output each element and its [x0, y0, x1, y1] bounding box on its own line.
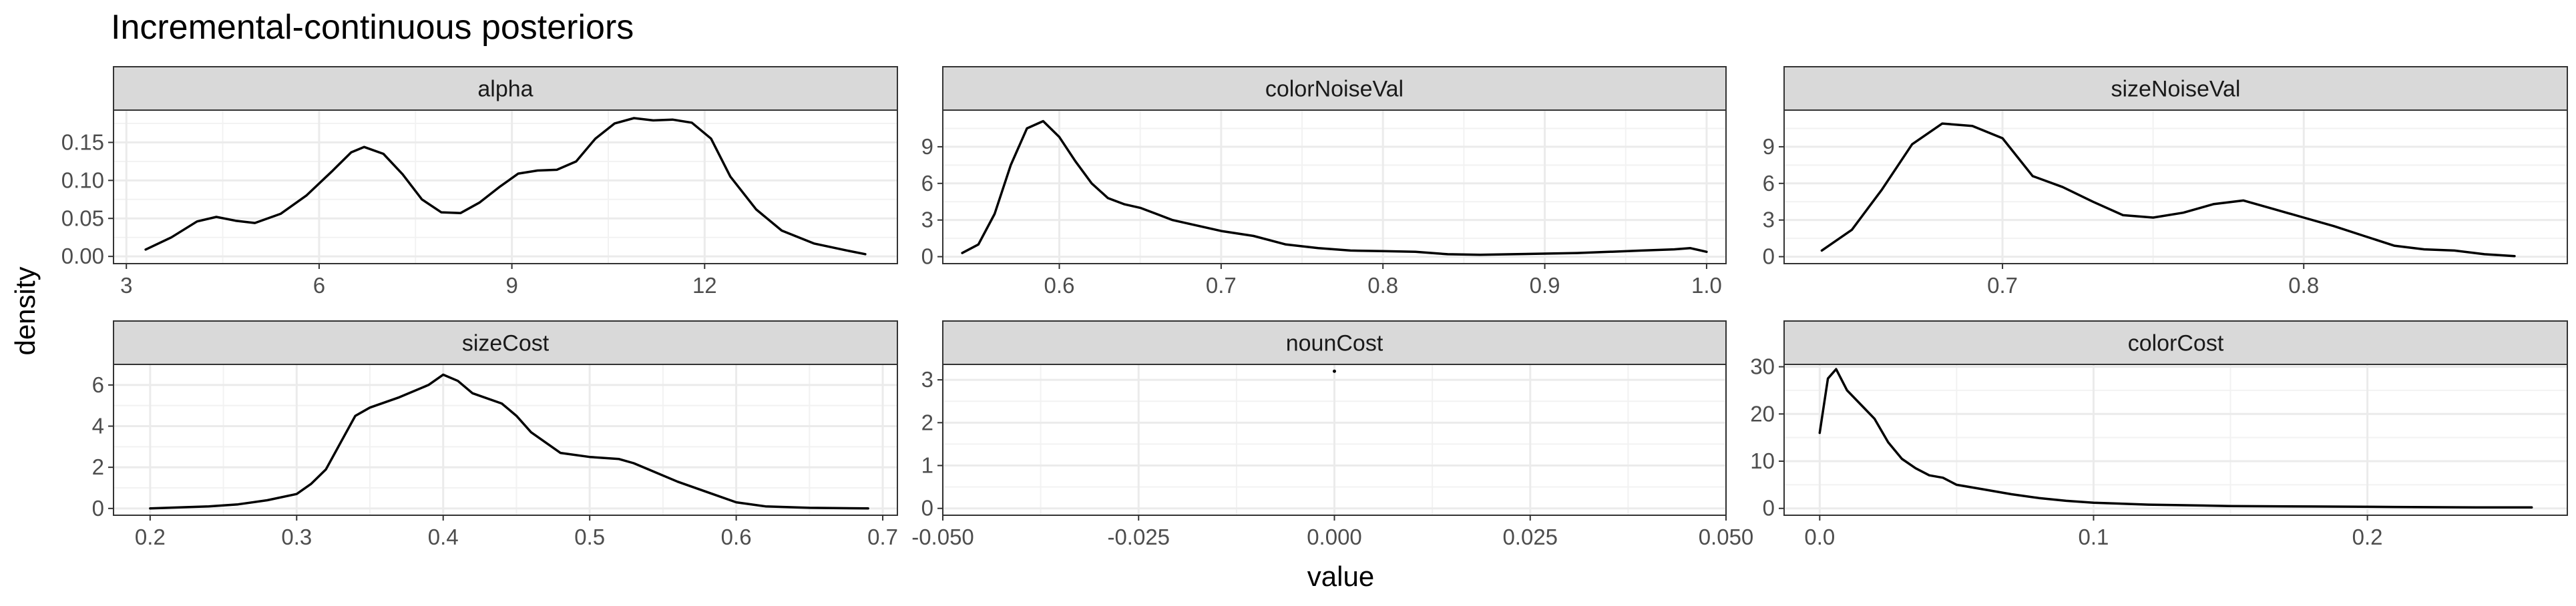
x-tick-label: 0.8	[2288, 273, 2319, 298]
panel-border	[1783, 364, 2568, 516]
y-tick-label: 0	[1763, 244, 1775, 269]
y-tick-label: 3	[1763, 208, 1775, 232]
y-tick-label: 20	[1750, 401, 1775, 426]
x-tick-label: 1.0	[1691, 273, 1722, 298]
y-tick-label: 2	[921, 410, 933, 434]
x-tick-label: 0.6	[721, 525, 752, 549]
panel-background	[1784, 364, 2567, 515]
density-line	[149, 373, 869, 510]
chart-title: Incremental-continuous posteriors	[111, 8, 634, 47]
facet-strip	[113, 66, 898, 111]
panel-background	[114, 364, 897, 515]
facet-strip-label: colorNoiseVal	[1265, 77, 1404, 102]
y-tick-label: 9	[921, 134, 933, 159]
x-tick-label: 0.7	[1987, 273, 2018, 298]
y-tick-label: 0	[1763, 496, 1775, 521]
x-tick-label: -0.025	[1107, 525, 1170, 549]
x-tick-label: 0.5	[574, 525, 605, 549]
y-tick-label: 6	[1763, 171, 1775, 196]
y-tick-label: 3	[921, 367, 933, 392]
x-tick-label: 0.000	[1307, 525, 1362, 549]
x-tick-label: -0.050	[911, 525, 974, 549]
x-tick-label: 0.9	[1530, 273, 1560, 298]
y-tick-label: 6	[92, 372, 104, 397]
y-tick-label: 4	[92, 413, 104, 438]
facet-strip-label: sizeNoiseVal	[2111, 77, 2240, 102]
x-tick-label: 0.8	[1367, 273, 1398, 298]
x-tick-label: 0.1	[2079, 525, 2109, 549]
y-axis-title: density	[9, 266, 41, 355]
facet-strip	[113, 320, 898, 365]
y-tick-label: 10	[1750, 448, 1775, 473]
x-tick-label: 0.7	[867, 525, 898, 549]
panel-background	[1784, 110, 2567, 264]
x-tick-label: 0.2	[2352, 525, 2383, 549]
density-point	[1333, 369, 1336, 373]
x-tick-label: 0.025	[1502, 525, 1558, 549]
y-tick-label: 6	[921, 171, 933, 196]
density-line	[961, 119, 1708, 256]
facet-strip-label: colorCost	[2128, 331, 2224, 356]
facet-strip	[942, 66, 1727, 111]
facet-panel-sizeNoiseVal: sizeNoiseVal 0.7 0.8 0 3 6 9	[1763, 66, 2568, 298]
y-tick-label: 0.00	[61, 244, 104, 268]
facet-panel-colorCost: colorCost 0.0 0.1 0.2 0 10 20 30	[1750, 320, 2568, 549]
x-tick-label: 0.0	[1804, 525, 1835, 549]
y-tick-label: 0	[92, 496, 104, 521]
x-tick-label: 0.7	[1206, 273, 1237, 298]
facet-strip	[942, 320, 1727, 365]
x-tick-label: 0.4	[428, 525, 459, 549]
x-tick-label: 0.6	[1044, 273, 1075, 298]
panel-border	[113, 109, 898, 264]
x-tick-label: 3	[120, 273, 132, 298]
density-line	[1818, 368, 2533, 509]
facet-panel-nounCost: nounCost -0.050 -0.025 0.000 0.025 0.050 0 1 2 3	[911, 320, 1754, 549]
y-tick-label: 0	[921, 244, 933, 269]
y-tick-label: 2	[92, 454, 104, 479]
x-tick-label: 6	[313, 273, 325, 298]
facet-strip	[1783, 66, 2568, 111]
density-line	[1820, 122, 2516, 258]
x-tick-label: 0.2	[135, 525, 166, 549]
facet-panel-sizeCost: sizeCost 0.2 0.3 0.4 0.5 0.6 0.7 0 2 4 6	[92, 320, 898, 549]
y-tick-label: 0	[921, 496, 933, 521]
facet-panel-alpha: alpha 3 6 9 12 0.00 0.05 0.10 0.15	[61, 66, 898, 298]
x-tick-label: 0.3	[281, 525, 312, 549]
panel-border	[942, 364, 1727, 516]
x-tick-label: 0.050	[1699, 525, 1754, 549]
y-tick-label: 9	[1763, 134, 1775, 159]
x-axis-title: value	[1307, 561, 1374, 592]
facet-panel-colorNoiseVal: colorNoiseVal 0.6 0.7 0.8 0.9 1.0 0 3 6 9	[921, 66, 1727, 298]
x-tick-label: 9	[505, 273, 517, 298]
y-tick-label: 1	[921, 453, 933, 478]
panel-border	[113, 364, 898, 516]
density-line	[144, 117, 867, 256]
facet-strip-label: alpha	[477, 77, 533, 102]
panel-border	[942, 109, 1727, 264]
y-tick-label: 3	[921, 208, 933, 232]
facet-strip-label: sizeCost	[462, 331, 550, 356]
y-tick-label: 0.15	[61, 129, 104, 154]
panel-border	[1783, 109, 2568, 264]
panel-background	[114, 110, 897, 264]
x-tick-label: 12	[692, 273, 717, 298]
y-tick-label: 0.10	[61, 168, 104, 192]
facet-strip-label: nounCost	[1286, 331, 1383, 356]
y-tick-label: 30	[1750, 354, 1775, 379]
y-tick-label: 0.05	[61, 206, 104, 230]
